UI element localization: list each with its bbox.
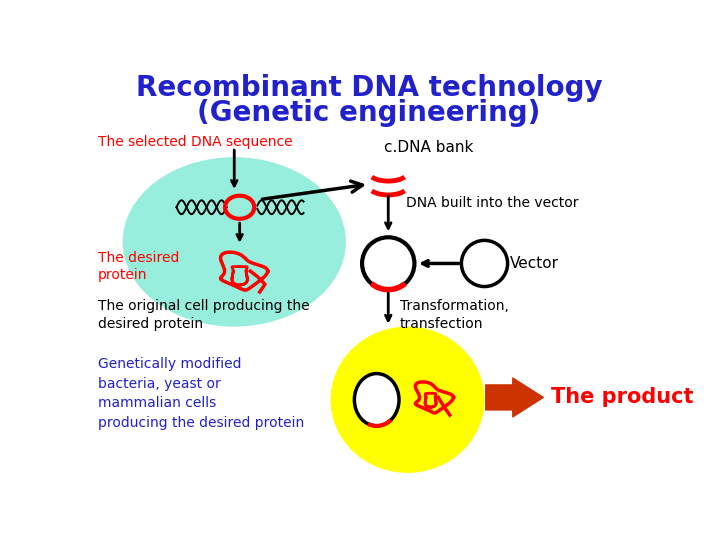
Text: The selected DNA sequence: The selected DNA sequence: [98, 135, 292, 149]
Text: Genetically modified
bacteria, yeast or
mammalian cells
producing the desired pr: Genetically modified bacteria, yeast or …: [98, 357, 305, 430]
Ellipse shape: [330, 327, 485, 473]
Text: The product: The product: [551, 387, 693, 408]
Text: The desired
protein: The desired protein: [98, 251, 179, 282]
Ellipse shape: [462, 240, 508, 287]
Text: The original cell producing the
desired protein: The original cell producing the desired …: [98, 299, 310, 330]
Text: DNA built into the vector: DNA built into the vector: [406, 197, 578, 211]
Text: Recombinant DNA technology: Recombinant DNA technology: [135, 74, 603, 102]
Text: c.DNA bank: c.DNA bank: [384, 140, 474, 156]
Text: Vector: Vector: [510, 256, 559, 271]
FancyArrowPatch shape: [486, 378, 544, 417]
Ellipse shape: [122, 157, 346, 327]
Ellipse shape: [362, 237, 415, 289]
Text: (Genetic engineering): (Genetic engineering): [197, 98, 541, 126]
Ellipse shape: [354, 374, 399, 426]
Text: Transformation,
transfection: Transformation, transfection: [400, 299, 508, 330]
